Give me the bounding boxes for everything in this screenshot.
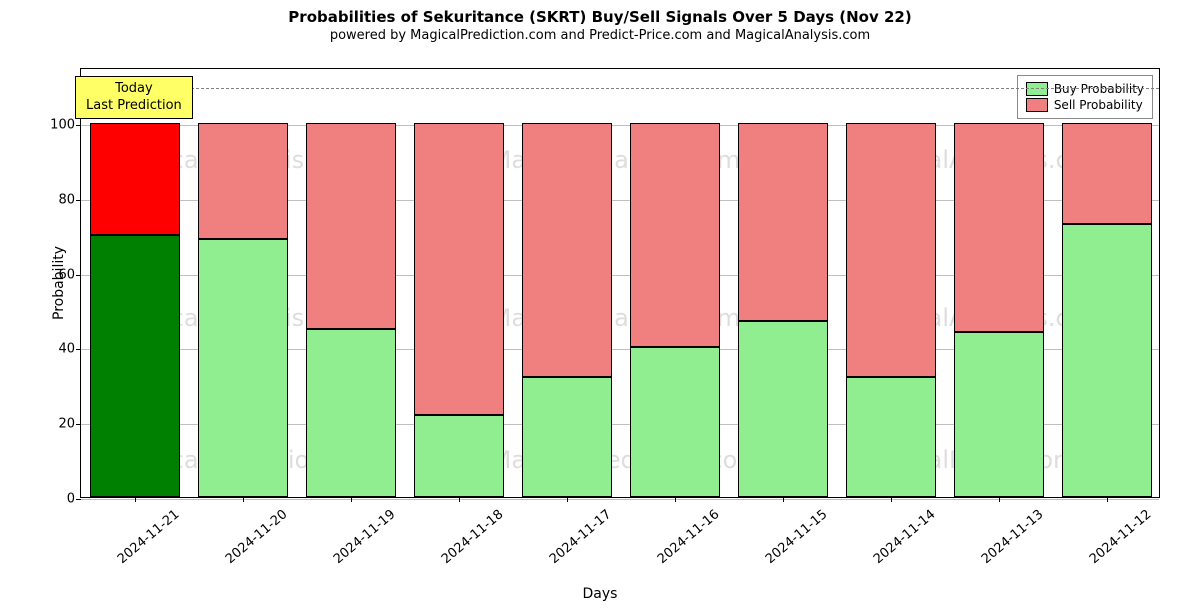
chart-container: Probabilities of Sekuritance (SKRT) Buy/… [0,8,1200,608]
xtick-mark [1107,497,1108,502]
xtick-label: 2024-11-17 [547,507,615,567]
legend-item-buy: Buy Probability [1026,82,1144,96]
legend-swatch-buy [1026,82,1048,96]
bar-sell [90,123,180,235]
xtick-mark [243,497,244,502]
bar-buy [846,377,936,497]
bar-sell [414,123,504,415]
bar-sell [630,123,720,347]
ytick-mark [76,200,81,201]
today-callout-line1: Today [86,81,182,97]
ytick-label: 40 [58,342,75,357]
bar-sell [306,123,396,329]
xtick-mark [567,497,568,502]
ytick-label: 60 [58,267,75,282]
today-callout-line2: Last Prediction [86,98,182,114]
ytick-mark [76,125,81,126]
xtick-label: 2024-11-14 [871,507,939,567]
ytick-label: 100 [50,118,75,133]
bar-buy [630,347,720,497]
ytick-label: 20 [58,417,75,432]
ytick-mark [76,424,81,425]
xtick-label: 2024-11-21 [115,507,183,567]
xtick-label: 2024-11-15 [763,507,831,567]
legend-swatch-sell [1026,98,1048,112]
bar-sell [522,123,612,377]
ytick-mark [76,275,81,276]
ytick-label: 0 [67,492,75,507]
bar-buy [738,321,828,497]
bar-sell [738,123,828,321]
chart-subtitle: powered by MagicalPrediction.com and Pre… [0,28,1200,43]
xtick-label: 2024-11-13 [979,507,1047,567]
bar-buy [414,415,504,497]
bar-sell [198,123,288,239]
xtick-label: 2024-11-18 [439,507,507,567]
legend: Buy Probability Sell Probability [1017,75,1153,119]
bar-buy [522,377,612,497]
xtick-mark [891,497,892,502]
bar-sell [846,123,936,377]
legend-label-buy: Buy Probability [1054,82,1144,96]
xtick-label: 2024-11-16 [655,507,723,567]
today-callout: TodayLast Prediction [75,76,193,119]
bar-buy [306,329,396,497]
ytick-mark [76,349,81,350]
y-axis-label: Probability [51,246,67,320]
bar-sell [954,123,1044,332]
xtick-label: 2024-11-12 [1087,507,1155,567]
xtick-label: 2024-11-19 [331,507,399,567]
xtick-mark [351,497,352,502]
plot-area: Buy Probability Sell Probability 0204060… [80,68,1160,498]
reference-line [81,88,1159,89]
bar-buy [90,235,180,497]
ytick-mark [76,499,81,500]
bar-sell [1062,123,1152,224]
bar-buy [1062,224,1152,497]
xtick-label: 2024-11-20 [223,507,291,567]
bar-buy [198,239,288,497]
ytick-label: 80 [58,192,75,207]
xtick-mark [999,497,1000,502]
bar-buy [954,332,1044,497]
legend-item-sell: Sell Probability [1026,98,1144,112]
xtick-mark [675,497,676,502]
xtick-mark [135,497,136,502]
chart-title: Probabilities of Sekuritance (SKRT) Buy/… [0,8,1200,26]
xtick-mark [459,497,460,502]
xtick-mark [783,497,784,502]
legend-label-sell: Sell Probability [1054,98,1143,112]
